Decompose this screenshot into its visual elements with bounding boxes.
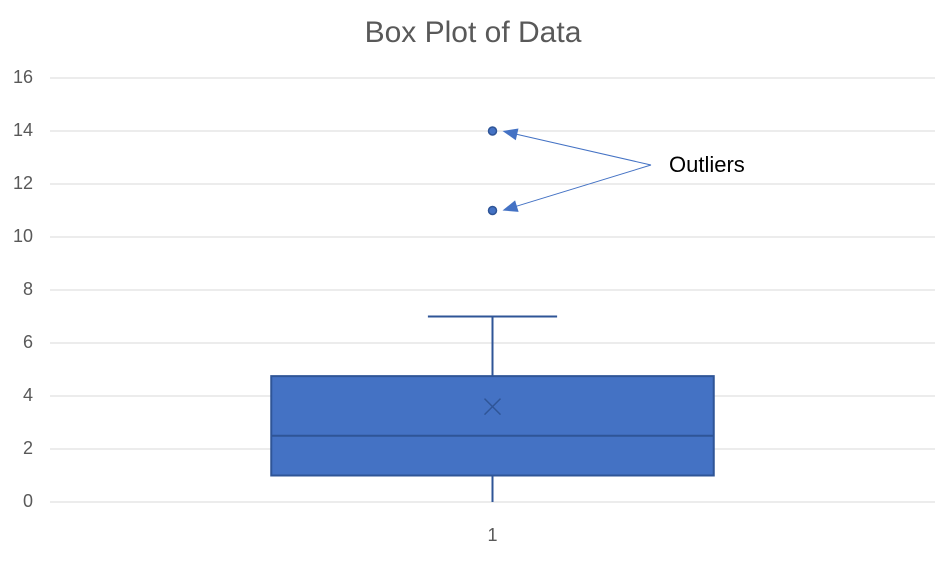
y-tick-label: 4: [23, 385, 33, 405]
y-tick-label: 0: [23, 491, 33, 511]
arrow-head: [502, 200, 519, 212]
x-tick-label: 1: [487, 525, 497, 545]
annotation: Outliers: [669, 152, 745, 177]
annotation-arrow: [510, 164, 652, 209]
y-tick-label: 14: [13, 120, 33, 140]
outlier: [487, 126, 498, 136]
mean-marker: [483, 398, 502, 416]
chart-title: Box Plot of Data: [365, 16, 582, 49]
annotation-arrow: [510, 132, 652, 166]
y-tick-label: 6: [23, 332, 33, 352]
arrow-head: [502, 128, 519, 141]
y-tick-label: 10: [13, 226, 33, 246]
y-tick-label: 12: [13, 173, 33, 193]
box: [270, 375, 715, 477]
outlier: [487, 205, 498, 216]
y-tick-label: 16: [13, 67, 33, 87]
y-tick-label: 8: [23, 279, 33, 299]
y-tick-label: 2: [23, 438, 33, 458]
